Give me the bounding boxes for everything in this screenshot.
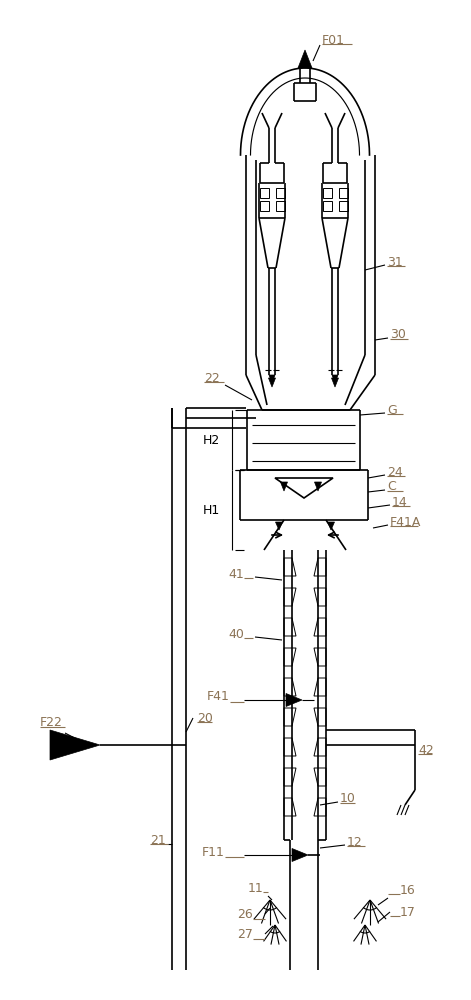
Bar (276, 201, 284, 211)
Text: 22: 22 (204, 371, 220, 384)
Polygon shape (276, 522, 283, 530)
Bar (339, 201, 348, 211)
Text: 42: 42 (418, 744, 434, 756)
Polygon shape (50, 730, 100, 760)
Text: 30: 30 (390, 328, 406, 342)
Polygon shape (284, 588, 296, 606)
Text: F41A: F41A (390, 516, 422, 528)
Bar (323, 188, 332, 198)
Bar (323, 201, 332, 211)
Polygon shape (269, 375, 275, 383)
Polygon shape (314, 708, 326, 726)
Text: 41: 41 (228, 568, 244, 580)
Polygon shape (314, 738, 326, 756)
Polygon shape (298, 50, 312, 68)
Text: H1: H1 (203, 504, 220, 516)
Text: 14: 14 (392, 495, 408, 508)
Text: C: C (387, 481, 396, 493)
Text: 27: 27 (237, 928, 253, 942)
Text: 31: 31 (387, 255, 403, 268)
Polygon shape (284, 768, 296, 786)
Text: 12: 12 (347, 836, 363, 848)
Polygon shape (284, 678, 296, 696)
Polygon shape (327, 522, 334, 530)
Text: 26: 26 (237, 908, 253, 922)
Text: 10: 10 (340, 792, 356, 806)
Polygon shape (286, 694, 302, 706)
Polygon shape (314, 798, 326, 816)
Text: G: G (387, 403, 397, 416)
Polygon shape (314, 588, 326, 606)
Polygon shape (314, 678, 326, 696)
Polygon shape (284, 798, 296, 816)
Polygon shape (292, 848, 308, 861)
Polygon shape (332, 375, 338, 383)
Text: F11: F11 (202, 846, 225, 858)
Text: F22: F22 (40, 716, 63, 730)
Text: 24: 24 (387, 466, 403, 479)
Text: F01: F01 (322, 33, 345, 46)
Bar (260, 201, 268, 211)
Polygon shape (284, 558, 296, 576)
Bar (276, 188, 284, 198)
Text: 40: 40 (228, 628, 244, 641)
Text: 11: 11 (247, 882, 263, 894)
Polygon shape (281, 482, 287, 491)
Polygon shape (314, 648, 326, 666)
Polygon shape (284, 618, 296, 636)
Text: F41: F41 (207, 690, 230, 704)
Polygon shape (268, 378, 276, 387)
Bar (260, 188, 268, 198)
Text: 20: 20 (197, 712, 213, 724)
Polygon shape (284, 648, 296, 666)
Text: 17: 17 (400, 906, 416, 918)
Polygon shape (284, 708, 296, 726)
Text: H2: H2 (203, 434, 220, 446)
Polygon shape (314, 768, 326, 786)
Polygon shape (314, 618, 326, 636)
Polygon shape (332, 378, 339, 387)
Bar (339, 188, 348, 198)
Polygon shape (275, 478, 333, 498)
Text: 21: 21 (150, 834, 166, 846)
Text: 16: 16 (400, 884, 416, 896)
Polygon shape (284, 738, 296, 756)
Polygon shape (314, 558, 326, 576)
Polygon shape (315, 482, 322, 491)
